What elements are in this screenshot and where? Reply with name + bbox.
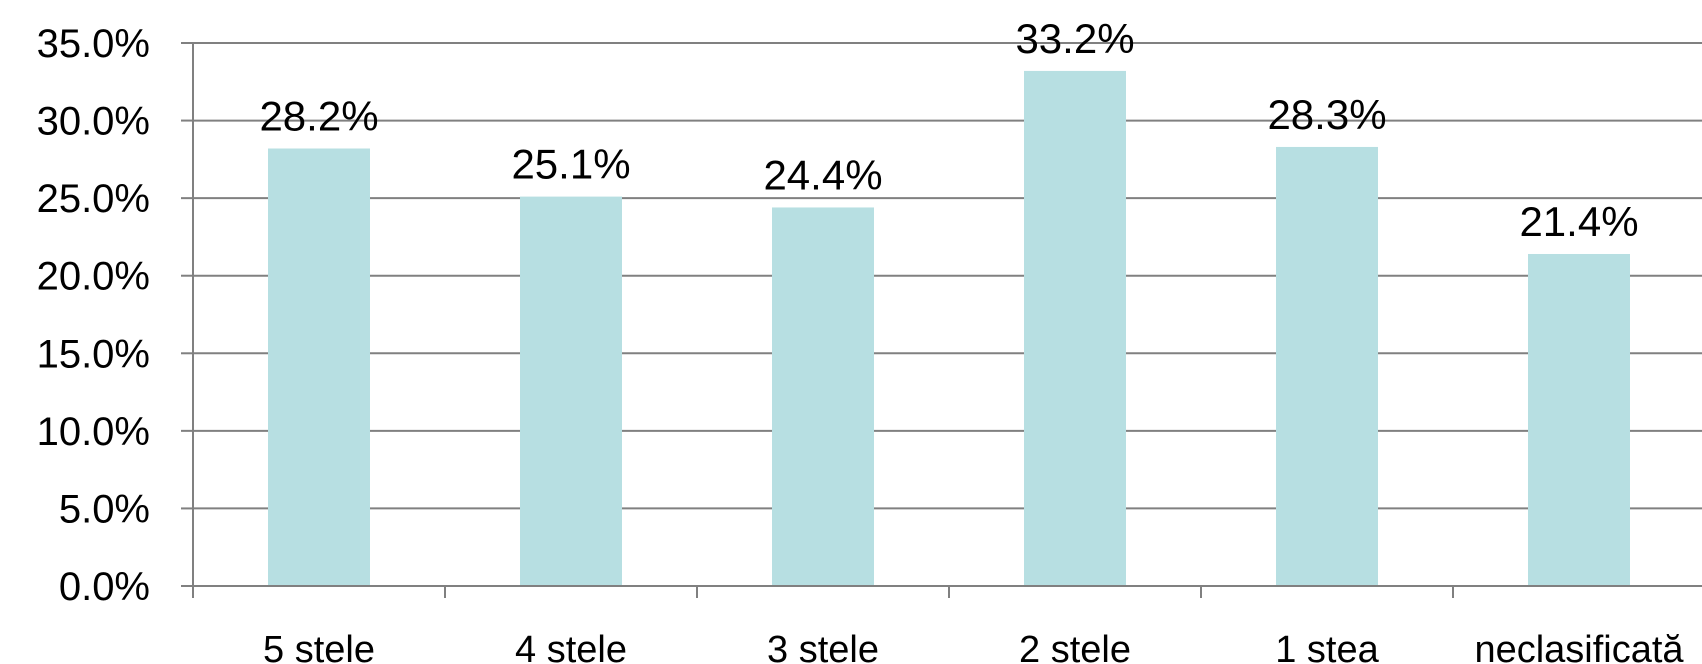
y-tick-label: 20.0% <box>37 255 150 299</box>
data-label: 24.4% <box>763 151 882 198</box>
category-label: 2 stele <box>1019 629 1131 664</box>
y-tick-label: 35.0% <box>37 22 150 66</box>
data-labels: 28.2% 25.1% 24.4% 33.2% 28.3% 21.4% <box>259 15 1638 245</box>
gridlines <box>193 42 1702 510</box>
y-tick-label: 30.0% <box>37 100 150 144</box>
bar <box>1528 253 1630 586</box>
bar <box>772 207 874 587</box>
data-label: 28.3% <box>1267 91 1386 138</box>
bar <box>268 148 370 587</box>
y-tick-label: 10.0% <box>37 410 150 454</box>
data-label: 28.2% <box>259 92 378 139</box>
y-tick-label: 25.0% <box>37 177 150 221</box>
bar <box>1024 70 1126 586</box>
x-axis <box>192 43 1702 598</box>
category-label: 5 stele <box>263 629 375 664</box>
data-label: 21.4% <box>1519 198 1638 245</box>
y-axis-ticks: 0.0% 5.0% 10.0% 15.0% 20.0% 25.0% 30.0% 35.0% <box>37 22 193 609</box>
y-tick-label: 0.0% <box>59 565 150 609</box>
category-label: 4 stele <box>515 629 627 664</box>
data-label: 33.2% <box>1015 15 1134 62</box>
category-label: 1 stea <box>1275 629 1379 664</box>
bar <box>520 196 622 586</box>
bars <box>268 70 1630 587</box>
category-label: 3 stele <box>767 629 879 664</box>
data-label: 25.1% <box>511 141 630 188</box>
bar <box>1276 146 1378 586</box>
y-tick-label: 5.0% <box>59 487 150 531</box>
category-label: neclasificată <box>1474 629 1684 664</box>
y-tick-label: 15.0% <box>37 332 150 376</box>
category-labels: 5 stele 4 stele 3 stele 2 stele 1 stea neclas… <box>263 629 1684 664</box>
